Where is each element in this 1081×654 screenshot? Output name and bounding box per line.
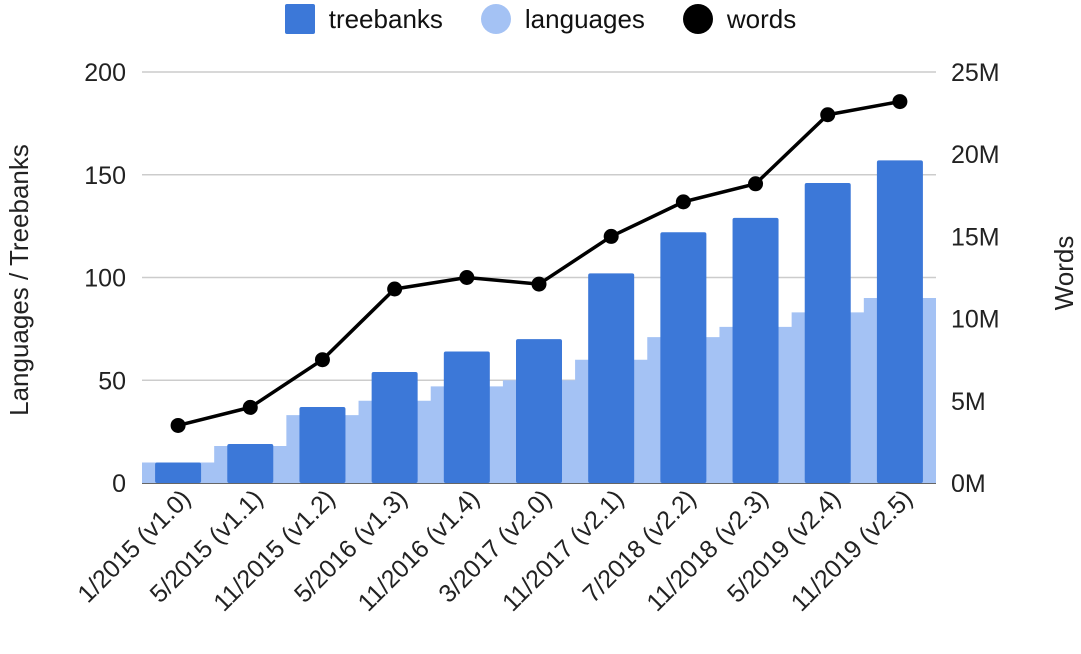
treebanks-bar: [660, 232, 707, 483]
y-tick-label-left: 150: [84, 162, 126, 190]
y-tick-label-right: 10M: [951, 306, 1000, 334]
y-tick-label-left: 0: [112, 470, 126, 498]
y-tick-label-right: 20M: [951, 141, 1000, 169]
y-tick-label-left: 200: [84, 59, 126, 87]
words-swatch-icon: [682, 4, 713, 34]
treebanks-bars: [155, 160, 923, 484]
words-point: [531, 276, 547, 292]
treebanks-bar: [371, 372, 418, 483]
y-axis-title-right: Words: [1049, 236, 1079, 311]
treebanks-bar: [804, 182, 851, 483]
legend-item-treebanks: treebanks: [284, 3, 443, 35]
treebanks-bar: [732, 217, 779, 483]
treebanks-bar: [299, 406, 346, 483]
legend-item-languages: languages: [480, 3, 645, 35]
y-tick-label-left: 100: [84, 265, 126, 293]
words-point: [459, 270, 475, 285]
words-point: [387, 281, 403, 297]
words-point: [892, 94, 908, 110]
languages-swatch-icon: [480, 4, 511, 34]
words-point: [748, 176, 764, 192]
y-tick-label-right: 0M: [951, 470, 986, 498]
legend-label-words: words: [726, 3, 797, 34]
words-point: [603, 228, 619, 244]
treebanks-bar: [588, 273, 635, 483]
words-point: [314, 352, 330, 368]
y-axis-title-left: Languages / Treebanks: [4, 144, 34, 416]
treebanks-bar: [443, 351, 490, 483]
words-point: [170, 417, 186, 433]
treebanks-swatch-icon: [284, 4, 315, 34]
words-point: [820, 107, 836, 123]
y-tick-label-right: 25M: [951, 59, 1000, 87]
words-point: [675, 194, 691, 210]
legend-label-treebanks: treebanks: [328, 3, 443, 34]
treebanks-bar: [876, 160, 923, 484]
y-tick-label-right: 5M: [951, 388, 986, 416]
legend: treebanks languages words: [0, 2, 1081, 36]
y-tick-label-right: 15M: [951, 223, 1000, 251]
words-point: [242, 399, 258, 415]
legend-label-languages: languages: [524, 3, 645, 34]
treebanks-bar: [227, 443, 274, 483]
treebanks-bar: [155, 462, 202, 483]
legend-item-words: words: [682, 3, 797, 35]
y-tick-label-left: 50: [98, 367, 126, 395]
words-line: [170, 94, 908, 433]
treebanks-bar: [516, 339, 562, 483]
